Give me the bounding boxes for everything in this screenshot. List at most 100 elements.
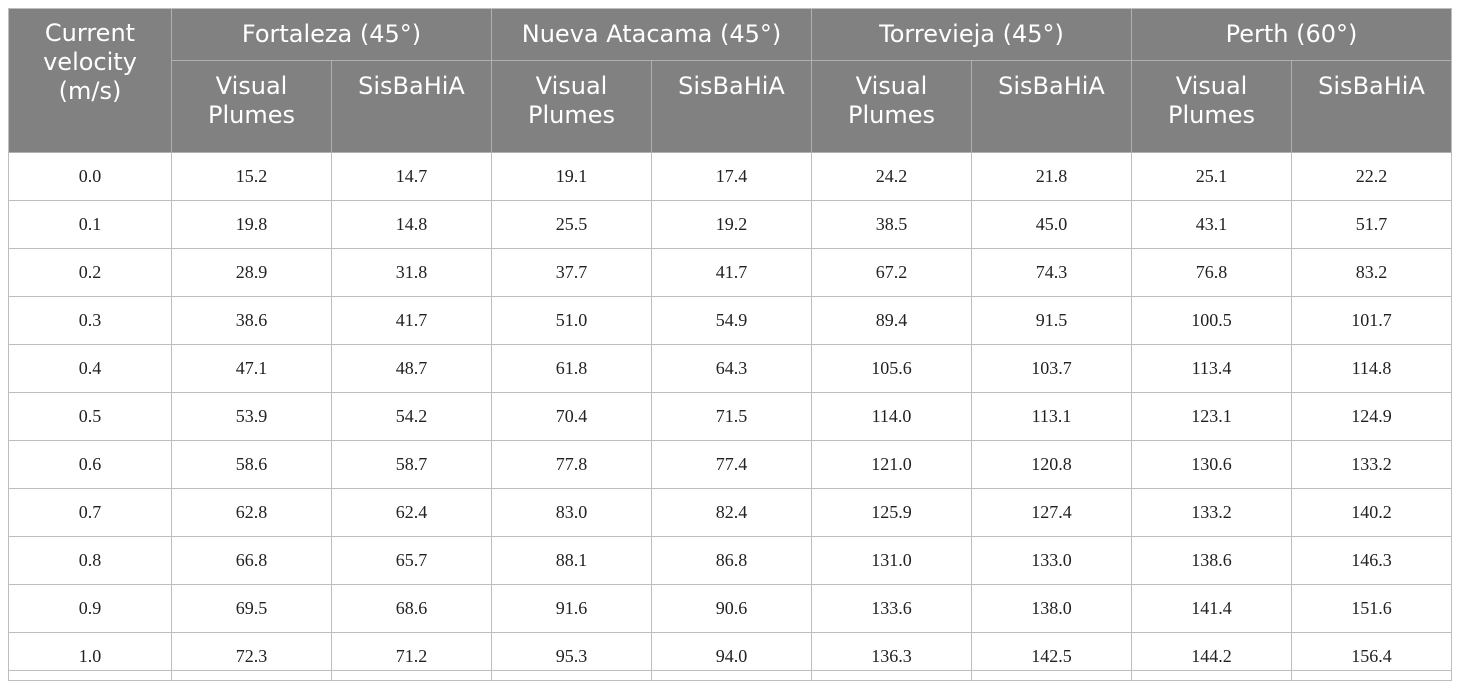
table-cell: 17.4	[651, 152, 812, 201]
table-cell: 71.2	[331, 632, 492, 681]
table-row: 0.3 38.6 41.7 51.0 54.9 89.4 91.5 100.5 101.7	[8, 296, 1453, 345]
table-cell: 19.8	[171, 200, 332, 249]
table-cell: 31.8	[331, 248, 492, 297]
cell-current-velocity: 0.3	[8, 296, 172, 345]
cell-current-velocity: 0.7	[8, 488, 172, 537]
table-cell: 77.4	[651, 440, 812, 489]
table-cell: 58.6	[171, 440, 332, 489]
table-cell: 114.0	[811, 392, 972, 441]
header-current-velocity-line: velocity	[43, 48, 137, 76]
table-cell: 124.9	[1291, 392, 1453, 441]
header-sisbahia: SisBaHiA	[1291, 60, 1453, 153]
cell-current-velocity: 0.9	[8, 584, 172, 633]
header-group-torrevieja: Torrevieja (45°)	[810, 8, 1133, 61]
table-row: 0.4 47.1 48.7 61.8 64.3 105.6 103.7 113.4 114.8	[8, 344, 1453, 393]
table-cell: 77.8	[491, 440, 652, 489]
table-cell: 62.4	[331, 488, 492, 537]
table-cell: 62.8	[171, 488, 332, 537]
cell-current-velocity: 0.2	[8, 248, 172, 297]
table-cell: 136.3	[811, 632, 972, 681]
table-cell: 61.8	[491, 344, 652, 393]
header-row-models: Visual Plumes SisBaHiA Visual Plumes Sis…	[9, 60, 1453, 153]
table-cell: 113.1	[970, 392, 1133, 441]
table-cell: 25.5	[491, 200, 652, 249]
table-cell: 103.7	[970, 344, 1133, 393]
table-row: 0.0 15.2 14.7 19.1 17.4 24.2 21.8 25.1 22.2	[8, 152, 1453, 201]
table-cell: 47.1	[171, 344, 332, 393]
table-cell: 66.8	[171, 536, 332, 585]
table-cell: 86.8	[651, 536, 812, 585]
table-cell: 68.6	[331, 584, 492, 633]
header-visual-plumes: Visual Plumes	[811, 60, 972, 153]
header-group-fortaleza: Fortaleza (45°)	[171, 8, 492, 61]
table-cell: 24.2	[811, 152, 972, 201]
table-cell: 142.5	[970, 632, 1133, 681]
table-cell: 28.9	[171, 248, 332, 297]
table-cell: 130.6	[1131, 440, 1293, 489]
table-cell: 64.3	[651, 344, 812, 393]
table-row: 0.5 53.9 54.2 70.4 71.5 114.0 113.1 123.1 124.9	[8, 392, 1453, 441]
header-visual-plumes: Visual Plumes	[1131, 60, 1293, 153]
table-cell: 41.7	[651, 248, 812, 297]
table-cell: 82.4	[651, 488, 812, 537]
table-row: 1.0 72.3 71.2 95.3 94.0 136.3 142.5 144.2 156.4	[8, 632, 1453, 681]
table-cell: 67.2	[811, 248, 972, 297]
header-sisbahia: SisBaHiA	[651, 60, 812, 153]
table-cell: 151.6	[1291, 584, 1453, 633]
table-row: 0.1 19.8 14.8 25.5 19.2 38.5 45.0 43.1 51.7	[8, 200, 1453, 249]
table-cell: 133.0	[970, 536, 1133, 585]
header-sisbahia: SisBaHiA	[970, 60, 1133, 153]
table-cell: 89.4	[811, 296, 972, 345]
table-cell: 133.2	[1291, 440, 1453, 489]
table-cell: 125.9	[811, 488, 972, 537]
table-cell: 138.0	[970, 584, 1133, 633]
table-cell: 71.5	[651, 392, 812, 441]
table-cell: 138.6	[1131, 536, 1293, 585]
table-cell: 38.6	[171, 296, 332, 345]
table-cell: 54.2	[331, 392, 492, 441]
table-cell: 48.7	[331, 344, 492, 393]
table-cell: 22.2	[1291, 152, 1453, 201]
table-cell: 114.8	[1291, 344, 1453, 393]
table-cell: 14.7	[331, 152, 492, 201]
table-cell: 58.7	[331, 440, 492, 489]
table-cell: 131.0	[811, 536, 972, 585]
table-cell: 94.0	[651, 632, 812, 681]
table-cell: 146.3	[1291, 536, 1453, 585]
table-cell: 19.1	[491, 152, 652, 201]
table-cell: 88.1	[491, 536, 652, 585]
table-row: 0.9 69.5 68.6 91.6 90.6 133.6 138.0 141.4 151.6	[8, 584, 1453, 633]
cell-current-velocity: 0.5	[8, 392, 172, 441]
header-group-perth: Perth (60°)	[1131, 8, 1453, 61]
table-row: 0.8 66.8 65.7 88.1 86.8 131.0 133.0 138.6 146.3	[8, 536, 1453, 585]
table-cell: 120.8	[970, 440, 1133, 489]
table-row: 0.6 58.6 58.7 77.8 77.4 121.0 120.8 130.6 133.2	[8, 440, 1453, 489]
table-cell: 14.8	[331, 200, 492, 249]
table-cell: 121.0	[811, 440, 972, 489]
header-group-nueva-atacama: Nueva Atacama (45°)	[491, 8, 812, 61]
table-cell: 91.5	[970, 296, 1133, 345]
cell-current-velocity: 0.4	[8, 344, 172, 393]
table-cell: 51.7	[1291, 200, 1453, 249]
table-body: 0.0 15.2 14.7 19.1 17.4 24.2 21.8 25.1 22.2 0.1 19…	[8, 152, 1453, 681]
header-current-velocity: Current velocity (m/s)	[8, 8, 172, 153]
header-row-groups: Current velocity (m/s) Fortaleza (45°) N…	[8, 8, 1453, 153]
table-cell: 15.2	[171, 152, 332, 201]
header-current-velocity-line: Current	[44, 19, 136, 47]
table-cell: 38.5	[811, 200, 972, 249]
table-row: 0.2 28.9 31.8 37.7 41.7 67.2 74.3 76.8 83.2	[8, 248, 1453, 297]
velocity-comparison-table: Current velocity (m/s) Fortaleza (45°) N…	[8, 8, 1453, 681]
table-cell: 76.8	[1131, 248, 1293, 297]
table-cell: 53.9	[171, 392, 332, 441]
table-cell: 144.2	[1131, 632, 1293, 681]
table-cell: 113.4	[1131, 344, 1293, 393]
table-cell: 70.4	[491, 392, 652, 441]
table-cell: 141.4	[1131, 584, 1293, 633]
table-cell: 91.6	[491, 584, 652, 633]
header-sisbahia: SisBaHiA	[331, 60, 492, 153]
table-cell: 95.3	[491, 632, 652, 681]
cell-current-velocity: 1.0	[8, 632, 172, 681]
table-cell: 133.2	[1131, 488, 1293, 537]
table-cell: 133.6	[811, 584, 972, 633]
table-cell: 123.1	[1131, 392, 1293, 441]
